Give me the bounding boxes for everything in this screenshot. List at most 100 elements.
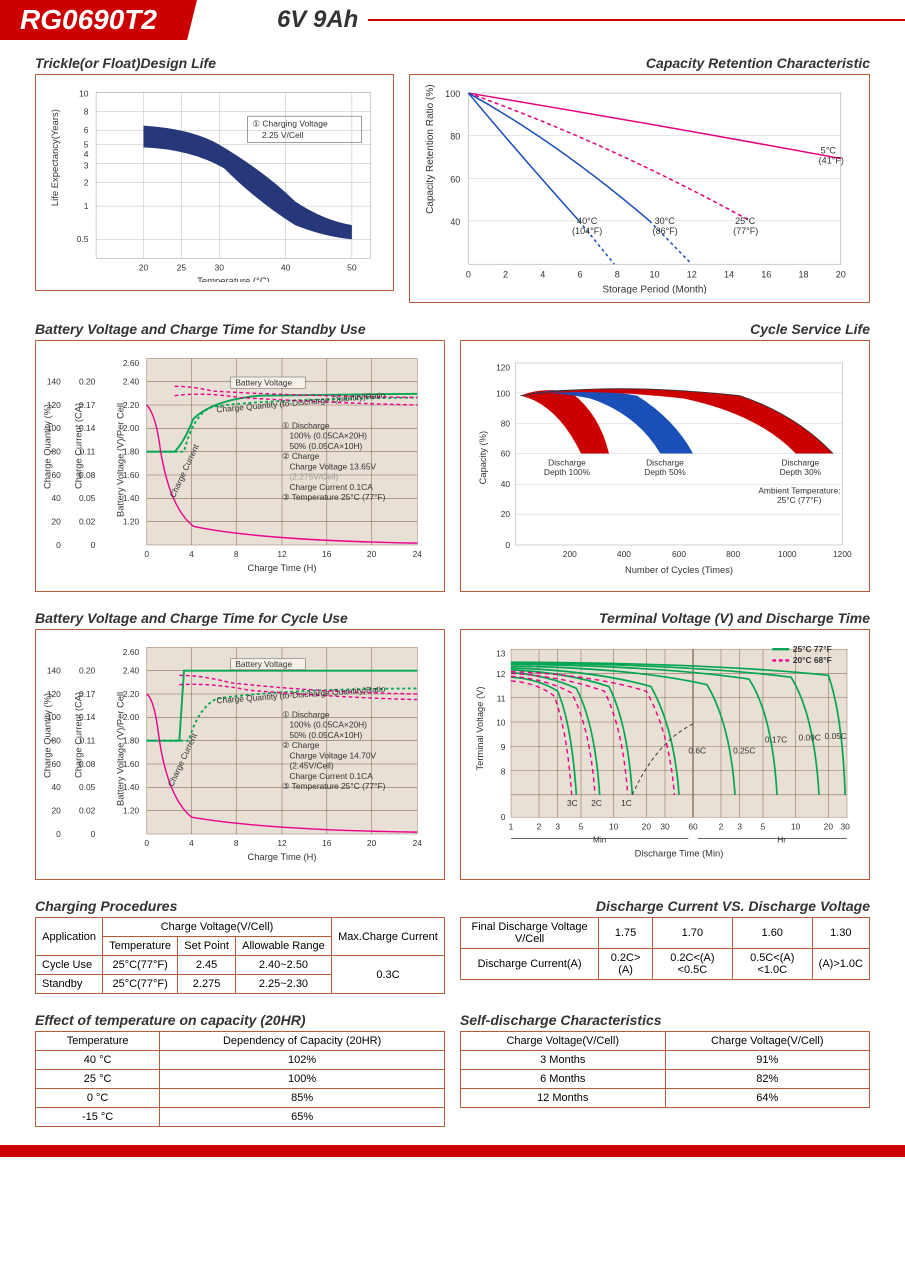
svg-text:16: 16 [761,269,771,279]
chart1-annot: ① Charging Voltage [252,119,328,129]
svg-text:Depth 30%: Depth 30% [780,467,822,477]
svg-text:1200: 1200 [833,550,852,560]
svg-text:8: 8 [84,106,89,116]
svg-text:3: 3 [737,821,742,831]
self-discharge-table: Charge Voltage(V/Cell)Charge Voltage(V/C… [460,1031,870,1108]
svg-text:Charge Voltage 13.65V: Charge Voltage 13.65V [289,462,376,472]
svg-text:1.80: 1.80 [123,735,140,745]
svg-text:(41°F): (41°F) [819,156,844,166]
svg-text:2.20: 2.20 [123,400,140,410]
svg-text:12: 12 [496,669,506,679]
svg-text:18: 18 [799,269,809,279]
svg-text:9: 9 [501,742,506,752]
header-bar: RG0690T2 6V 9Ah [0,0,905,40]
svg-text:1.60: 1.60 [123,759,140,769]
svg-text:20°C 68°F: 20°C 68°F [793,655,832,665]
svg-text:12: 12 [277,838,287,848]
svg-text:60: 60 [501,449,511,459]
svg-text:2: 2 [84,177,89,187]
svg-text:2.40: 2.40 [123,665,140,675]
chart2-box: 5°C(41°F) 25°C(77°F) 30°C(86°F) 40°C(104… [409,74,870,303]
svg-text:0.02: 0.02 [79,805,96,815]
svg-text:0.05: 0.05 [79,494,96,504]
svg-text:Charge Current 0.1CA: Charge Current 0.1CA [289,482,373,492]
svg-text:Charge Time (H): Charge Time (H) [248,852,317,862]
svg-text:0: 0 [91,540,96,550]
svg-text:(77°F): (77°F) [733,226,758,236]
svg-text:5°C: 5°C [821,145,837,155]
svg-text:Depth 50%: Depth 50% [644,467,686,477]
svg-text:Battery Voltage (V)/Per Cell: Battery Voltage (V)/Per Cell [115,692,125,806]
svg-text:0.5: 0.5 [77,234,89,244]
svg-text:Min: Min [593,834,607,844]
svg-text:Number of Cycles (Times): Number of Cycles (Times) [625,565,733,575]
svg-text:① Discharge: ① Discharge [282,709,330,719]
svg-text:10: 10 [79,88,89,98]
svg-text:6: 6 [84,125,89,135]
svg-text:2.20: 2.20 [123,689,140,699]
svg-text:0.05C: 0.05C [825,731,847,741]
svg-text:40: 40 [51,782,61,792]
svg-text:Charge Current (CA): Charge Current (CA) [73,403,83,489]
svg-text:4: 4 [540,269,545,279]
svg-text:5: 5 [84,139,89,149]
svg-text:25°C 77°F: 25°C 77°F [793,644,832,654]
header-spec: 6V 9Ah [277,6,358,34]
svg-text:11: 11 [497,693,506,703]
svg-text:40: 40 [51,494,61,504]
svg-text:0: 0 [466,269,471,279]
chart2-title: Capacity Retention Characteristic [409,55,870,71]
svg-text:0: 0 [501,812,506,822]
svg-text:6: 6 [578,269,583,279]
svg-text:30: 30 [660,821,670,831]
svg-text:10: 10 [609,821,619,831]
svg-text:3C: 3C [567,798,578,808]
svg-text:30: 30 [840,821,850,831]
svg-text:0: 0 [56,540,61,550]
svg-text:0.20: 0.20 [79,377,96,387]
svg-text:20: 20 [836,269,846,279]
svg-text:0.25C: 0.25C [733,745,755,755]
svg-text:Life Expectancy(Years): Life Expectancy(Years) [50,109,61,206]
svg-text:400: 400 [617,550,631,560]
svg-text:2.40: 2.40 [123,377,140,387]
svg-text:8: 8 [501,766,506,776]
svg-text:20: 20 [501,509,511,519]
svg-text:Charge Quantity (%): Charge Quantity (%) [44,404,53,489]
svg-text:2.00: 2.00 [123,424,140,434]
svg-text:1.20: 1.20 [123,517,140,527]
svg-text:30: 30 [215,263,225,273]
svg-text:0.05: 0.05 [79,782,96,792]
svg-text:Hr: Hr [777,834,786,844]
table4-title: Self-discharge Characteristics [460,1012,870,1028]
chart1-box: ① Charging Voltage 2.25 V/Cell 10 8 6 5 … [35,74,394,291]
svg-text:20: 20 [367,838,377,848]
svg-text:200: 200 [563,550,577,560]
svg-text:4: 4 [189,550,194,560]
svg-text:800: 800 [726,550,740,560]
svg-text:40: 40 [450,217,460,227]
svg-text:25°C (77°F): 25°C (77°F) [777,495,822,505]
svg-text:40: 40 [281,263,291,273]
discharge-current-table: Final Discharge Voltage V/Cell1.751.701.… [460,917,870,980]
svg-text:0.09C: 0.09C [798,732,820,742]
svg-text:80: 80 [51,735,61,745]
svg-text:60: 60 [450,175,460,185]
svg-text:3: 3 [555,821,560,831]
svg-text:Capacity (%): Capacity (%) [478,431,488,484]
footer-bar [0,1145,905,1157]
svg-text:② Charge: ② Charge [282,740,320,750]
svg-text:2.60: 2.60 [123,647,140,657]
temperature-capacity-table: TemperatureDependency of Capacity (20HR)… [35,1031,445,1127]
svg-text:24: 24 [413,550,423,560]
svg-text:Charge Quantity (%): Charge Quantity (%) [44,693,53,778]
svg-text:2C: 2C [591,798,602,808]
svg-text:100% (0.05CA×20H): 100% (0.05CA×20H) [289,431,367,441]
model-badge: RG0690T2 [0,0,197,40]
svg-text:③ Temperature 25°C (77°F): ③ Temperature 25°C (77°F) [282,493,386,503]
svg-text:600: 600 [672,550,686,560]
chart3-title: Battery Voltage and Charge Time for Stan… [35,321,445,337]
chart1-svg: ① Charging Voltage 2.25 V/Cell 10 8 6 5 … [44,83,385,282]
svg-text:40: 40 [501,480,511,490]
svg-text:1.60: 1.60 [123,470,140,480]
